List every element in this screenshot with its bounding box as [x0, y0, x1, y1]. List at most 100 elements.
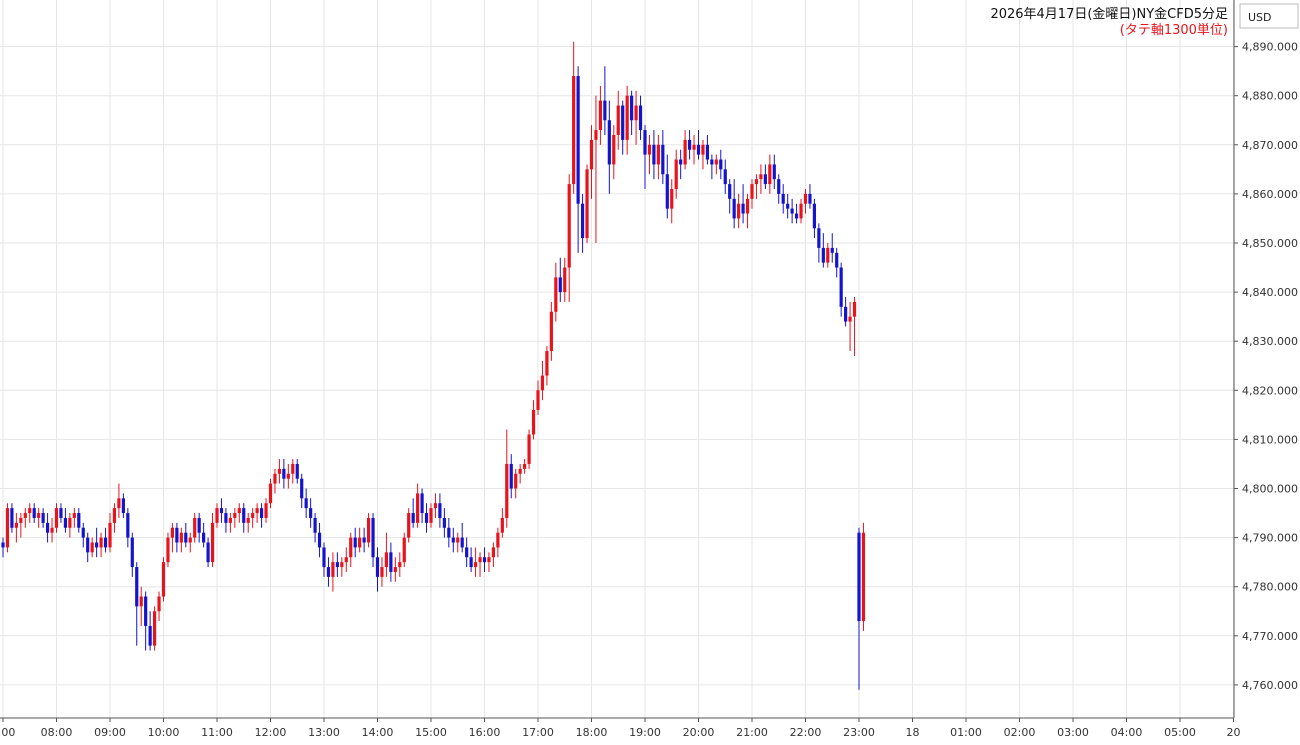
candle	[683, 130, 687, 170]
candle	[331, 552, 335, 592]
candle-body	[540, 375, 545, 391]
candle-body	[326, 567, 331, 577]
grid-lines	[0, 0, 1234, 718]
candle-body	[768, 164, 772, 185]
candle-body	[157, 596, 161, 612]
candle	[719, 149, 723, 180]
candle-body	[518, 468, 522, 474]
candle	[335, 552, 339, 577]
candle-body	[228, 517, 232, 523]
candle-body	[210, 522, 215, 563]
x-tick-label: 11:00	[201, 726, 233, 739]
candle	[612, 125, 616, 180]
candle	[692, 134, 696, 165]
candle-body	[665, 174, 669, 209]
candle-body	[523, 463, 527, 469]
candle-body	[527, 434, 531, 464]
x-tick-label: 09:00	[94, 726, 126, 739]
candle-body	[447, 527, 451, 538]
candle-body	[594, 130, 598, 140]
candle-body	[781, 193, 785, 204]
candle-body	[86, 537, 90, 553]
candle-body	[197, 517, 201, 533]
candle-body	[224, 513, 228, 523]
candle-body	[683, 139, 687, 165]
candle-body	[121, 498, 125, 514]
candle	[251, 508, 255, 528]
candle	[179, 527, 183, 553]
candle-body	[514, 473, 518, 489]
candle	[429, 503, 433, 528]
candle	[197, 513, 201, 543]
candle	[696, 130, 701, 160]
candle	[643, 125, 647, 189]
candle	[812, 198, 817, 239]
y-tick-label: 4,760.000	[1242, 679, 1298, 692]
candle-body	[861, 532, 866, 622]
candle	[407, 508, 411, 543]
candle-body	[799, 203, 803, 219]
candle	[723, 159, 727, 194]
candle-body	[830, 247, 834, 253]
candle-body	[77, 513, 81, 528]
candle	[844, 297, 848, 327]
candle	[518, 463, 522, 484]
candle-body	[487, 557, 491, 563]
candle-body	[139, 596, 143, 607]
candle-body	[184, 532, 188, 543]
y-tick-label: 4,850.000	[1242, 237, 1298, 250]
candle-body	[340, 562, 344, 568]
candle-body	[465, 547, 469, 558]
candle-body	[429, 508, 433, 523]
x-tick-label: 13:00	[308, 726, 340, 739]
candle-body	[291, 463, 295, 474]
candle-body	[491, 547, 496, 558]
candle-body	[358, 537, 362, 548]
candle	[509, 454, 513, 499]
candle	[857, 527, 861, 690]
candle-body	[652, 144, 656, 165]
candle-body	[572, 76, 576, 185]
candle	[259, 503, 264, 528]
candle	[442, 508, 446, 538]
candle	[661, 130, 665, 185]
candle-body	[335, 562, 339, 568]
candle	[594, 95, 598, 243]
candle	[224, 508, 228, 533]
candle-body	[152, 611, 157, 646]
candle-body	[598, 100, 603, 131]
candle	[358, 527, 362, 553]
candle-body	[500, 517, 504, 533]
candle-body	[616, 105, 620, 135]
candle-body	[317, 532, 322, 548]
candle-body	[371, 517, 375, 558]
candle	[500, 508, 504, 538]
candle	[710, 154, 714, 180]
candle-body	[728, 184, 732, 199]
candle	[246, 513, 250, 533]
candle-body	[286, 473, 290, 479]
candle-body	[126, 513, 130, 538]
candle-body	[50, 527, 54, 533]
candle	[366, 513, 371, 548]
candle	[411, 498, 415, 528]
candle-body	[737, 203, 741, 219]
candle-body	[322, 547, 326, 568]
candle	[420, 488, 424, 523]
candle	[745, 193, 750, 229]
candle	[687, 130, 692, 160]
candle-body	[411, 513, 415, 523]
candle	[585, 164, 589, 243]
candle-body	[794, 213, 799, 219]
candle-body	[68, 517, 72, 528]
x-tick-label: 21:00	[736, 726, 768, 739]
candle	[23, 508, 27, 528]
candle	[202, 522, 206, 548]
candle-body	[166, 537, 170, 563]
candle	[621, 100, 625, 155]
candle-body	[612, 134, 616, 165]
candle-body	[674, 159, 678, 189]
candle-body	[589, 139, 594, 170]
candle	[81, 522, 85, 548]
candle-body	[99, 537, 103, 548]
